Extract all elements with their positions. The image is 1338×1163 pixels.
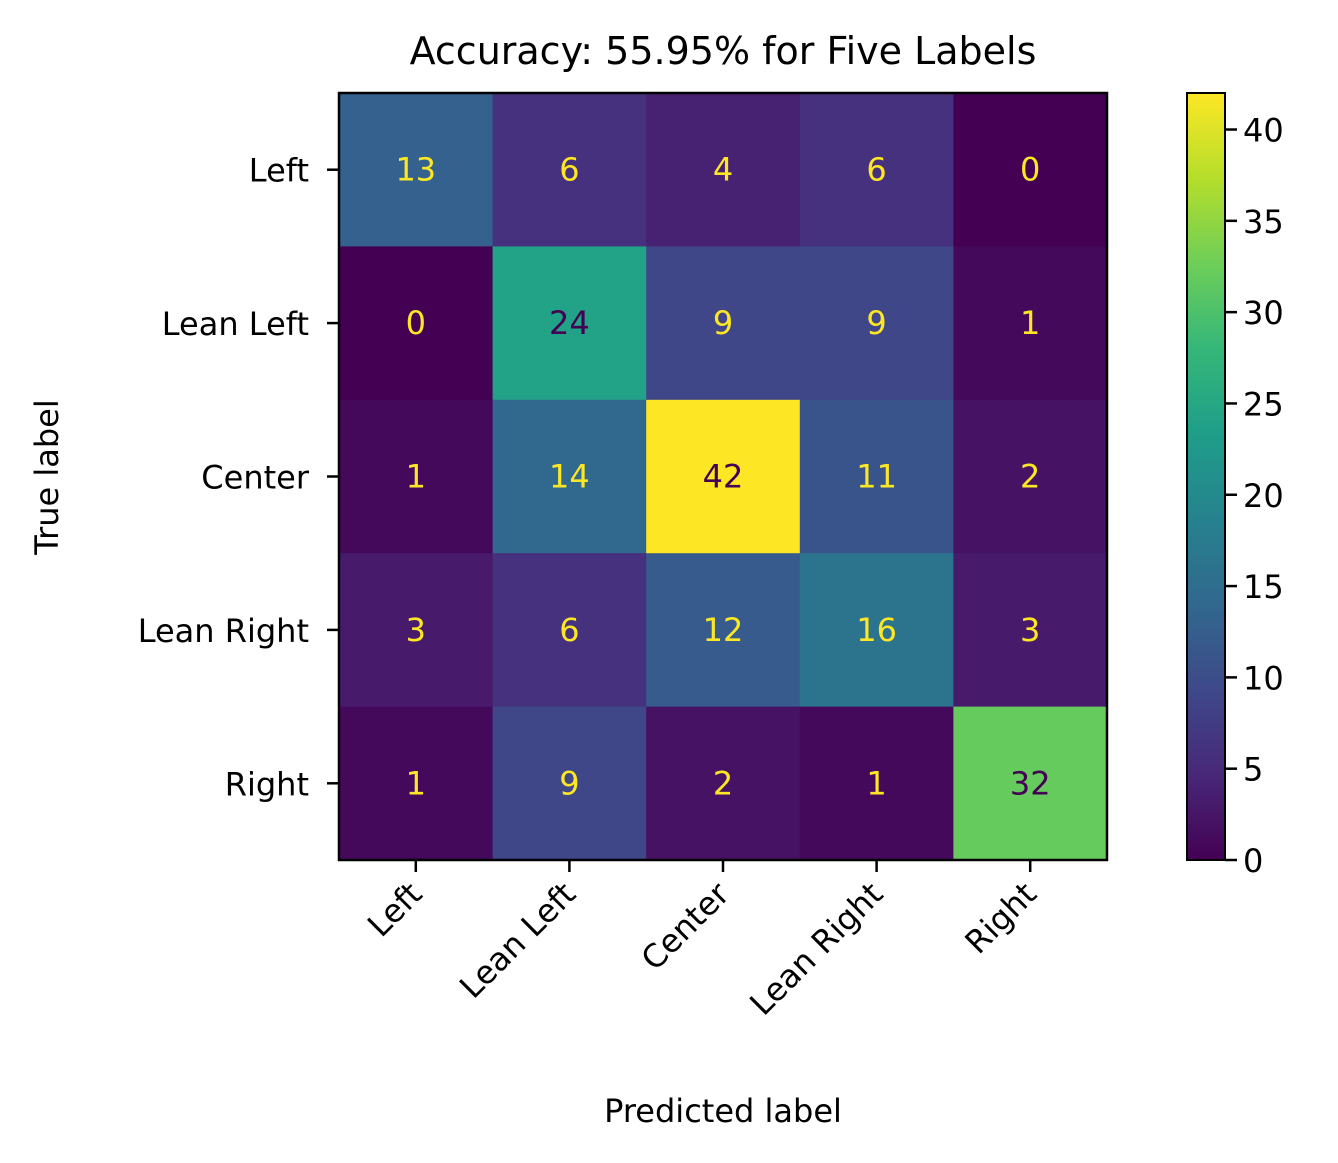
y-tick-label: Left: [249, 152, 309, 190]
colorbar-tick-label: 35: [1243, 203, 1284, 241]
cell-value-label: 24: [549, 304, 590, 342]
heatmap-cell: [339, 246, 494, 401]
colorbar-tick-label: 40: [1243, 112, 1284, 150]
x-axis-label: Predicted label: [604, 1092, 842, 1130]
y-tick-label: Right: [225, 765, 309, 803]
colorbar-tick-label: 10: [1243, 659, 1284, 697]
heatmap-cell: [953, 399, 1108, 554]
colorbar-tick-label: 0: [1243, 842, 1263, 880]
cell-value-label: 2: [1020, 458, 1040, 496]
cell-value-label: 6: [559, 151, 579, 189]
heatmap-cell-labels: 13 6 4 6 00 24 9 9 11 14 42 11 23 6 12 16 31 9 2 1 32: [395, 151, 1050, 803]
colorbar-tick-label: 25: [1243, 385, 1284, 423]
cell-value-label: 9: [866, 304, 886, 342]
heatmap-cell: [953, 93, 1108, 247]
colorbar-tick-label: 15: [1243, 568, 1284, 606]
cell-value-label: 0: [406, 304, 426, 342]
heatmap-cell: [339, 706, 494, 861]
cell-value-label: 13: [395, 151, 436, 189]
heatmap-cell: [492, 93, 647, 247]
cell-value-label: 12: [703, 611, 744, 649]
y-axis-label: True label: [28, 399, 66, 556]
heatmap-cell: [799, 706, 954, 861]
heatmap-cell: [799, 399, 954, 554]
heatmap-cell: [492, 399, 647, 554]
heatmap-cell: [646, 399, 801, 554]
heatmap-cell: [492, 246, 647, 401]
cell-value-label: 3: [1020, 611, 1040, 649]
heatmap-cell: [953, 553, 1108, 708]
heatmap-cell: [646, 246, 801, 401]
y-tick-label: Lean Left: [162, 305, 309, 343]
cell-value-label: 42: [703, 458, 744, 496]
heatmap-cell: [492, 706, 647, 861]
cell-value-label: 16: [856, 611, 897, 649]
cell-value-label: 1: [866, 764, 886, 802]
colorbar: [1186, 92, 1226, 861]
heatmap-cell: [799, 93, 954, 247]
y-tick-label: Center: [201, 459, 310, 497]
colorbar-tick-label: 5: [1243, 751, 1263, 789]
heatmap-cell: [339, 399, 494, 554]
y-tick-label: Lean Right: [138, 612, 309, 650]
cell-value-label: 9: [713, 304, 733, 342]
cell-value-label: 4: [713, 151, 733, 189]
cell-value-label: 6: [866, 151, 886, 189]
cell-value-label: 11: [856, 458, 897, 496]
cell-value-label: 6: [559, 611, 579, 649]
heatmap-cell: [339, 93, 494, 247]
heatmap-cell: [339, 553, 494, 708]
heatmap-cells: [339, 93, 1108, 861]
heatmap-cell: [492, 553, 647, 708]
cell-value-label: 2: [713, 764, 733, 802]
cell-value-label: 3: [406, 611, 426, 649]
heatmap-cell: [953, 246, 1108, 401]
cell-value-label: 14: [549, 458, 590, 496]
heatmap-cell: [646, 706, 801, 861]
cell-value-label: 0: [1020, 151, 1040, 189]
heatmap-cell: [799, 246, 954, 401]
heatmap-cell: [646, 553, 801, 708]
cell-value-label: 1: [406, 458, 426, 496]
cell-value-label: 1: [1020, 304, 1040, 342]
colorbar-tick-label: 30: [1243, 294, 1284, 332]
heatmap-cell: [799, 553, 954, 708]
cell-value-label: 32: [1010, 764, 1051, 802]
chart-title: Accuracy: 55.95% for Five Labels: [410, 29, 1037, 73]
heatmap-cell: [953, 706, 1108, 861]
cell-value-label: 9: [559, 764, 579, 802]
colorbar-ticks: 0 5 10 15 20 25 30 35 40: [1225, 112, 1284, 880]
heatmap-cell: [646, 93, 801, 247]
colorbar-tick-label: 20: [1243, 477, 1284, 515]
cell-value-label: 1: [406, 764, 426, 802]
y-axis-ticks: Left Lean Left Center Lean Right Right: [138, 152, 339, 803]
